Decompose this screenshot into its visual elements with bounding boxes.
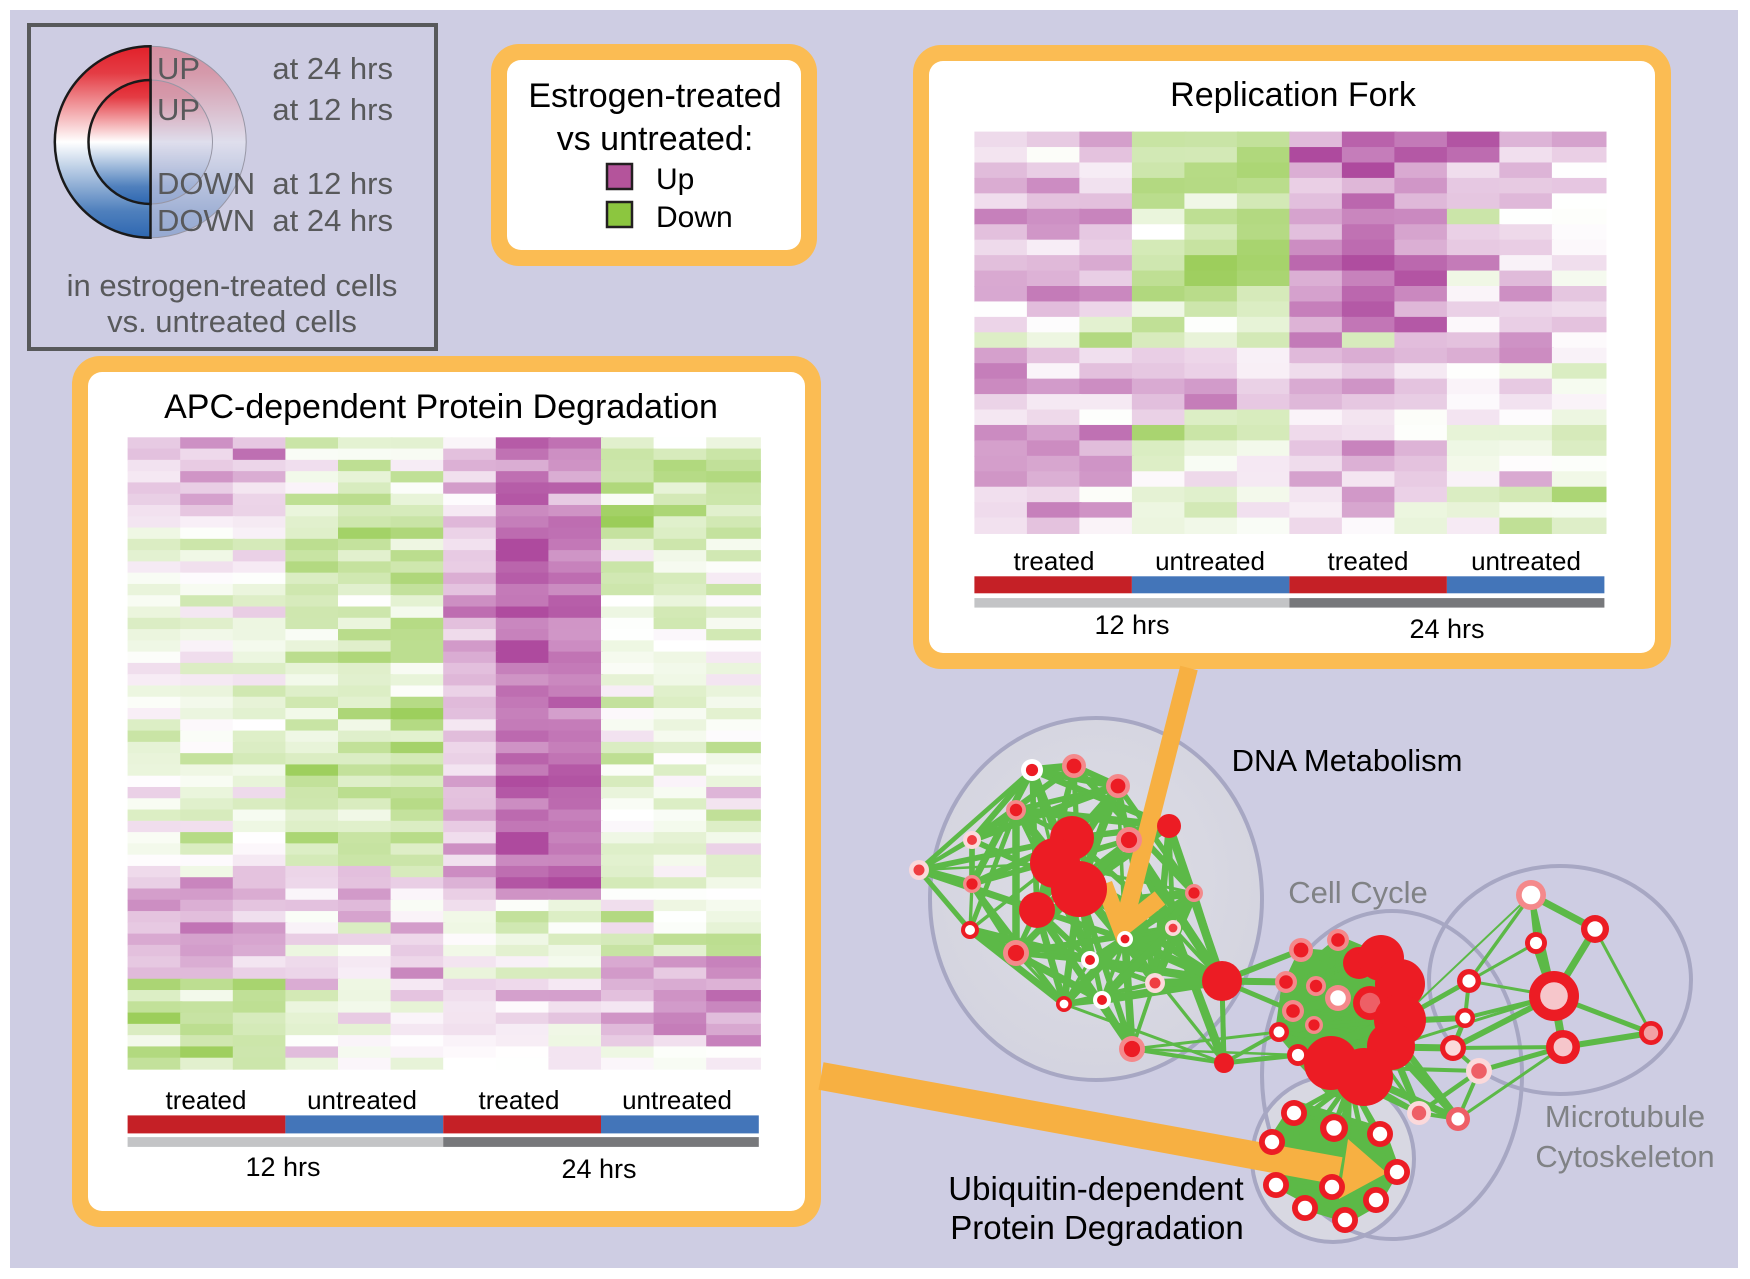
svg-text:APC-dependent Protein Degradat: APC-dependent Protein Degradation bbox=[164, 388, 718, 426]
svg-text:Microtubule: Microtubule bbox=[1545, 1099, 1705, 1134]
svg-text:24 hrs: 24 hrs bbox=[1409, 614, 1484, 644]
svg-text:treated: treated bbox=[1014, 546, 1095, 576]
svg-text:UP: UP bbox=[157, 51, 200, 86]
svg-text:DOWN: DOWN bbox=[157, 166, 255, 201]
svg-text:in estrogen-treated cells: in estrogen-treated cells bbox=[67, 268, 398, 303]
svg-text:Replication Fork: Replication Fork bbox=[1170, 76, 1417, 114]
svg-text:12 hrs: 12 hrs bbox=[245, 1152, 320, 1182]
svg-text:vs. untreated cells: vs. untreated cells bbox=[107, 304, 357, 339]
svg-text:at 24 hrs: at 24 hrs bbox=[272, 203, 393, 238]
svg-text:untreated: untreated bbox=[1471, 546, 1581, 576]
svg-text:Up: Up bbox=[656, 163, 694, 196]
svg-text:Down: Down bbox=[656, 201, 733, 234]
svg-text:Protein Degradation: Protein Degradation bbox=[950, 1209, 1244, 1246]
svg-text:24 hrs: 24 hrs bbox=[561, 1154, 636, 1184]
svg-text:treated: treated bbox=[166, 1085, 247, 1115]
svg-text:Cytoskeleton: Cytoskeleton bbox=[1535, 1139, 1714, 1174]
svg-text:at 12 hrs: at 12 hrs bbox=[272, 166, 393, 201]
svg-text:DOWN: DOWN bbox=[157, 203, 255, 238]
svg-text:UP: UP bbox=[157, 92, 200, 127]
svg-text:Estrogen-treated: Estrogen-treated bbox=[528, 77, 781, 115]
svg-text:at 12 hrs: at 12 hrs bbox=[272, 92, 393, 127]
svg-text:12 hrs: 12 hrs bbox=[1094, 610, 1169, 640]
svg-text:at 24 hrs: at 24 hrs bbox=[272, 51, 393, 86]
svg-text:untreated: untreated bbox=[622, 1085, 732, 1115]
svg-text:Ubiquitin-dependent: Ubiquitin-dependent bbox=[948, 1170, 1243, 1207]
svg-text:vs untreated:: vs untreated: bbox=[557, 120, 754, 158]
svg-text:DNA Metabolism: DNA Metabolism bbox=[1232, 743, 1463, 778]
svg-text:untreated: untreated bbox=[307, 1085, 417, 1115]
svg-text:untreated: untreated bbox=[1155, 546, 1265, 576]
svg-text:treated: treated bbox=[1328, 546, 1409, 576]
svg-text:Cell Cycle: Cell Cycle bbox=[1288, 875, 1428, 910]
svg-text:treated: treated bbox=[479, 1085, 560, 1115]
